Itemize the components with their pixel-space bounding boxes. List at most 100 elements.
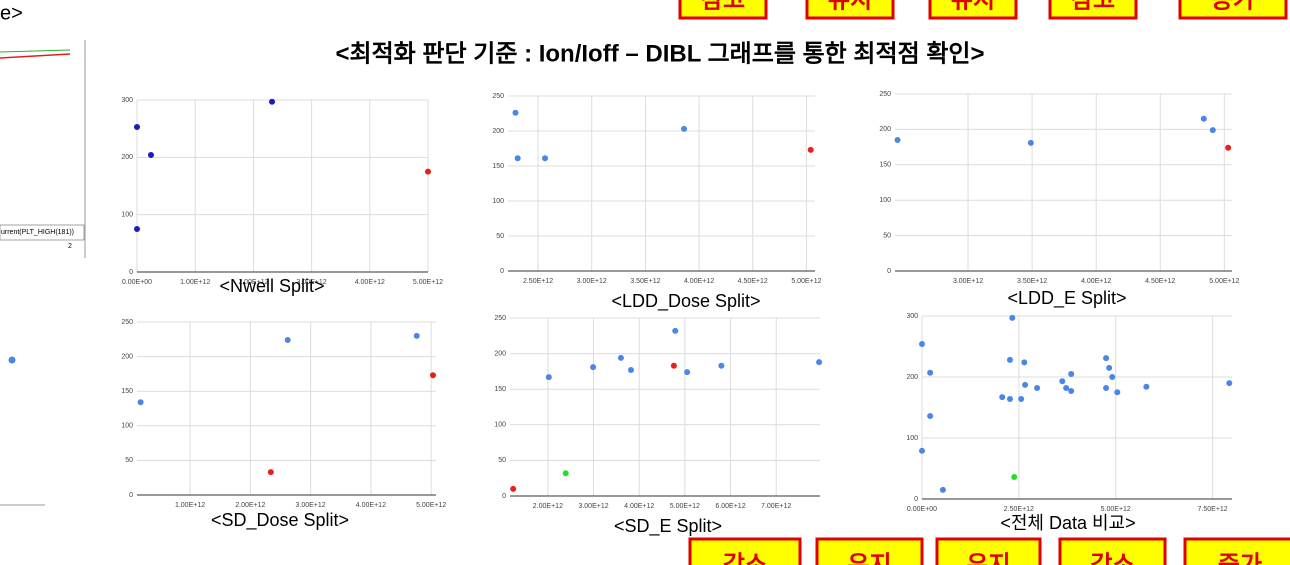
data-point bbox=[562, 470, 569, 477]
chart-title: <SD_Dose Split> bbox=[211, 510, 349, 531]
data-point bbox=[514, 155, 521, 162]
y-tick-label: 150 bbox=[879, 162, 891, 169]
label-text: 유지 bbox=[828, 0, 872, 13]
x-tick-label: 3.00E+12 bbox=[578, 503, 608, 510]
chart-title: <SD_E Split> bbox=[614, 516, 722, 537]
data-point bbox=[512, 109, 519, 116]
x-tick-label: 5.00E+12 bbox=[670, 503, 700, 510]
data-point bbox=[542, 155, 549, 162]
x-tick-label: 4.50E+12 bbox=[738, 278, 768, 285]
data-point bbox=[413, 332, 420, 339]
label-box bbox=[1048, 0, 1138, 20]
y-tick-label: 300 bbox=[906, 313, 918, 320]
x-tick-label: 5.00E+12 bbox=[1101, 506, 1131, 513]
y-tick-label: 50 bbox=[883, 232, 891, 239]
x-tick-label: 5.00E+12 bbox=[791, 278, 821, 285]
x-tick-label: 4.00E+12 bbox=[684, 278, 714, 285]
label-box bbox=[688, 537, 802, 565]
y-tick-label: 0 bbox=[129, 492, 133, 499]
data-point bbox=[1103, 355, 1110, 362]
data-point bbox=[269, 98, 276, 105]
data-point bbox=[684, 369, 691, 376]
y-tick-label: 250 bbox=[494, 315, 506, 322]
data-point bbox=[1109, 374, 1116, 380]
x-tick-label: 4.50E+12 bbox=[1145, 278, 1175, 285]
data-point bbox=[1143, 383, 1150, 390]
y-tick-label: 100 bbox=[121, 212, 133, 219]
data-point bbox=[425, 168, 431, 175]
x-tick-label: 3.00E+12 bbox=[953, 278, 983, 285]
data-point bbox=[1114, 389, 1121, 396]
left-fragment-tick: 2 bbox=[68, 243, 72, 250]
label-text: 참고 bbox=[1071, 0, 1115, 13]
fragment-line bbox=[0, 49, 71, 53]
fragment-line bbox=[0, 53, 71, 59]
slide-title: <최적화 판단 기준 : Ion/Ioff – DIBL 그래프를 통한 최적점… bbox=[335, 40, 984, 67]
data-point bbox=[134, 226, 140, 232]
y-tick-label: 200 bbox=[121, 353, 133, 360]
data-point bbox=[927, 369, 934, 376]
data-point bbox=[545, 374, 552, 381]
y-tick-label: 100 bbox=[906, 435, 918, 442]
left-fragment-legend: urrent(PLT_HIGH(181)) bbox=[1, 229, 74, 236]
y-tick-label: 200 bbox=[494, 350, 506, 357]
data-point bbox=[999, 394, 1006, 401]
data-point bbox=[919, 447, 925, 454]
data-point bbox=[1018, 395, 1025, 402]
data-point bbox=[816, 359, 823, 366]
chart-title: <LDD_Dose Split> bbox=[611, 291, 760, 312]
x-tick-label: 2.50E+12 bbox=[1004, 506, 1034, 513]
x-tick-label: 0.00E+00 bbox=[122, 279, 152, 286]
x-tick-label: 3.50E+12 bbox=[1017, 278, 1047, 285]
data-point bbox=[718, 362, 725, 369]
data-point bbox=[807, 146, 814, 153]
x-tick-label: 1.00E+12 bbox=[175, 502, 205, 509]
data-point bbox=[1068, 370, 1075, 377]
data-point bbox=[1009, 314, 1016, 321]
x-tick-label: 5.00E+12 bbox=[413, 279, 443, 286]
label-box bbox=[935, 537, 1042, 565]
y-tick-label: 100 bbox=[879, 197, 891, 204]
chart-title: <Nwell Split> bbox=[219, 276, 324, 296]
x-tick-label: 4.00E+12 bbox=[624, 503, 654, 510]
data-point bbox=[510, 485, 517, 492]
label-text: 증가 bbox=[1211, 0, 1255, 13]
data-point bbox=[267, 469, 274, 476]
x-tick-label: 4.00E+12 bbox=[355, 279, 385, 286]
y-tick-label: 0 bbox=[500, 268, 504, 275]
x-tick-label: 1.00E+12 bbox=[180, 279, 210, 286]
data-point bbox=[1209, 127, 1216, 134]
label-text: 감소 bbox=[1090, 551, 1134, 565]
x-tick-label: 6.00E+12 bbox=[715, 503, 745, 510]
data-point bbox=[1226, 380, 1233, 387]
data-point bbox=[134, 123, 140, 130]
x-tick-label: 4.00E+12 bbox=[1081, 278, 1111, 285]
x-tick-label: 2.00E+12 bbox=[533, 503, 563, 510]
y-tick-label: 150 bbox=[121, 388, 133, 395]
data-point bbox=[1027, 139, 1034, 146]
label-box bbox=[1058, 537, 1167, 565]
data-point bbox=[1106, 364, 1113, 371]
y-tick-label: 150 bbox=[494, 386, 506, 393]
x-tick-label: 5.00E+12 bbox=[1209, 278, 1239, 285]
data-point bbox=[147, 152, 154, 159]
label-text: 유지 bbox=[847, 551, 891, 565]
y-tick-label: 250 bbox=[121, 319, 133, 326]
label-box bbox=[1183, 537, 1290, 565]
x-tick-label: 2.00E+12 bbox=[238, 279, 268, 286]
y-tick-label: 200 bbox=[879, 126, 891, 133]
y-tick-label: 200 bbox=[906, 374, 918, 381]
y-tick-label: 50 bbox=[498, 457, 506, 464]
y-tick-label: 100 bbox=[121, 423, 133, 430]
fragment-legend-box bbox=[0, 224, 85, 241]
data-point bbox=[1034, 384, 1041, 391]
data-point bbox=[1063, 384, 1070, 391]
y-tick-label: 250 bbox=[879, 91, 891, 98]
x-tick-label: 0.00E+00 bbox=[907, 506, 937, 513]
y-tick-label: 300 bbox=[121, 97, 133, 104]
data-point bbox=[670, 362, 677, 369]
data-point bbox=[927, 413, 934, 420]
data-point bbox=[429, 372, 436, 379]
y-tick-label: 50 bbox=[125, 457, 133, 464]
